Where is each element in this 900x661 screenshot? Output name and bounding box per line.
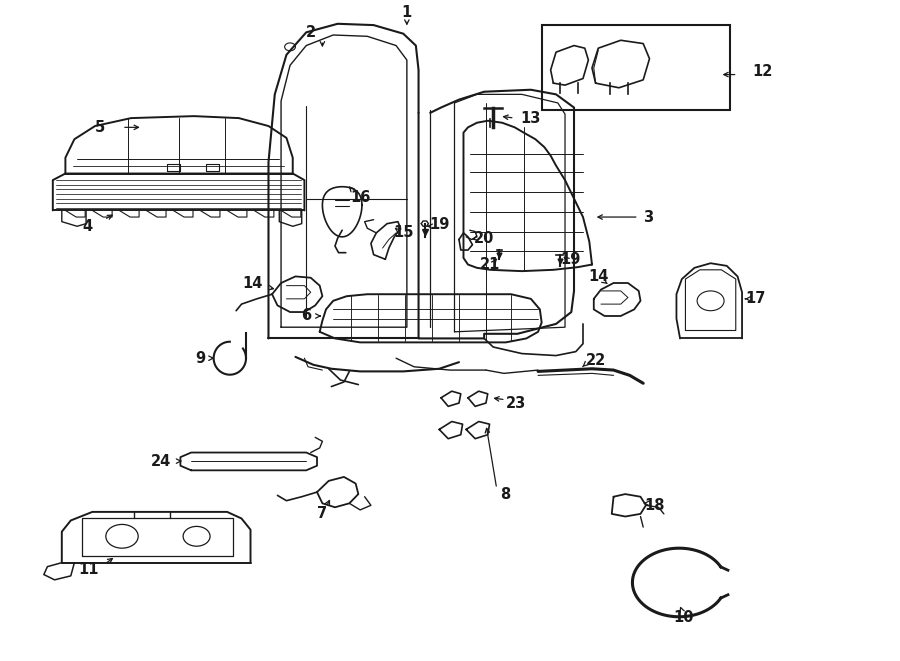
Text: 14: 14 — [242, 276, 263, 290]
Text: 22: 22 — [586, 353, 606, 368]
Text: 19: 19 — [560, 252, 580, 267]
Text: 6: 6 — [302, 309, 311, 323]
Text: 20: 20 — [474, 231, 494, 246]
Text: 5: 5 — [94, 120, 104, 135]
Text: 11: 11 — [78, 562, 99, 577]
Text: 3: 3 — [643, 210, 652, 225]
Text: 15: 15 — [393, 225, 413, 241]
Text: 24: 24 — [150, 453, 171, 469]
Text: 19: 19 — [429, 217, 449, 233]
Text: 4: 4 — [82, 219, 92, 234]
Text: 23: 23 — [507, 395, 526, 410]
Text: 17: 17 — [745, 292, 766, 306]
Text: 8: 8 — [500, 486, 511, 502]
Bar — [542, 25, 731, 110]
Text: 16: 16 — [350, 190, 370, 205]
Text: 7: 7 — [318, 506, 328, 522]
Text: 18: 18 — [644, 498, 665, 513]
Text: 9: 9 — [195, 351, 205, 366]
Text: 10: 10 — [673, 610, 694, 625]
Text: 21: 21 — [481, 257, 500, 272]
Text: 12: 12 — [752, 64, 773, 79]
Text: 13: 13 — [521, 110, 541, 126]
Text: 1: 1 — [401, 5, 412, 20]
Text: 2: 2 — [306, 25, 316, 40]
Text: 14: 14 — [588, 269, 608, 284]
